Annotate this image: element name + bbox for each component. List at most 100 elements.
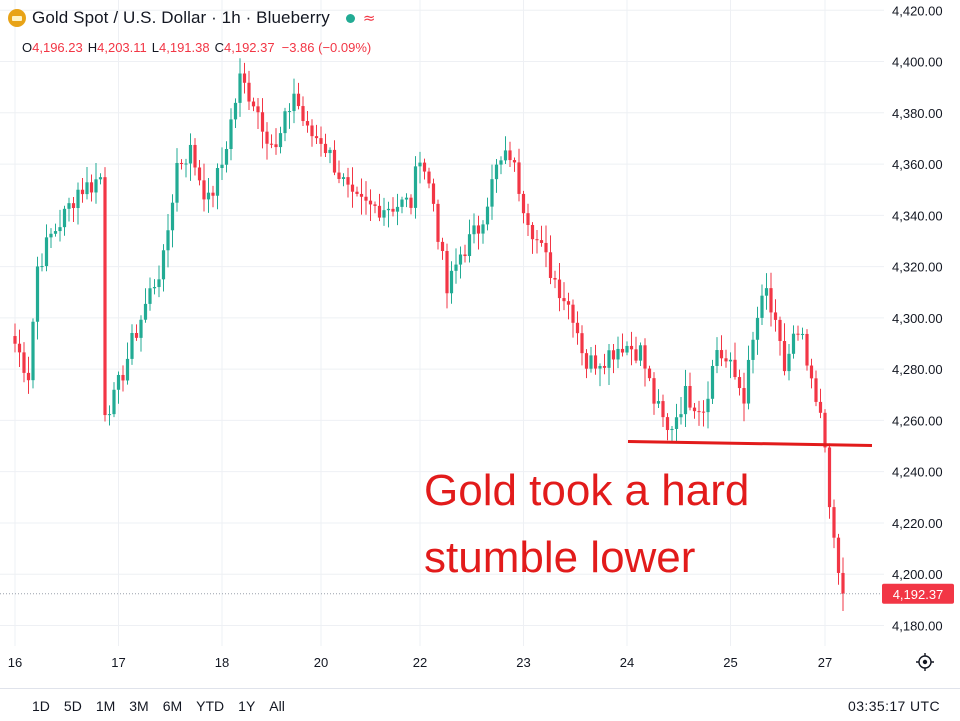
candle-body: [350, 184, 355, 192]
candle: [697, 400, 701, 426]
timeframe-6m-button[interactable]: 6M: [162, 698, 183, 714]
candle: [701, 400, 706, 427]
candle-body: [787, 353, 791, 372]
timeframe-1y-button[interactable]: 1Y: [238, 698, 256, 714]
candle-body: [670, 428, 674, 431]
candle-body: [841, 572, 845, 594]
candle-body: [715, 350, 719, 366]
candle-body: [634, 349, 638, 361]
candle: [107, 405, 112, 426]
candle-body: [409, 197, 413, 208]
candle: [22, 342, 26, 383]
time-tick-label: 22: [413, 655, 427, 670]
candle-body: [368, 200, 373, 205]
candle: [337, 160, 341, 184]
symbol-title[interactable]: Gold Spot / U.S. Dollar · 1h · Blueberry: [32, 8, 330, 27]
candle: [260, 98, 265, 149]
candle-body: [386, 208, 391, 211]
price-axis[interactable]: 4,180.00 4,200.00 4,220.00 4,240.00 4,260.00…: [892, 3, 943, 633]
candle-body: [80, 189, 85, 195]
close-value: 4,192.37: [224, 40, 275, 55]
candle: [197, 159, 202, 186]
candle: [382, 197, 386, 226]
candle-body: [485, 206, 490, 225]
candle: [557, 263, 562, 312]
candle-body: [143, 303, 148, 320]
candle-body: [94, 179, 98, 193]
timeframe-ytd-button[interactable]: YTD: [196, 698, 225, 714]
settings-icon[interactable]: [916, 653, 934, 671]
timeframe-1m-button[interactable]: 1M: [95, 698, 116, 714]
candle-body: [679, 414, 683, 418]
high-value: 4,203.11: [97, 40, 147, 55]
candle: [778, 316, 782, 356]
candle: [490, 164, 494, 220]
candle-body: [22, 352, 26, 373]
candle-body: [589, 355, 593, 369]
candle: [751, 331, 755, 374]
candle: [49, 228, 53, 249]
timeframe-5d-button[interactable]: 5D: [63, 698, 82, 714]
candle-body: [548, 252, 553, 278]
candle: [719, 335, 724, 367]
candle: [251, 97, 256, 112]
candle-body: [58, 227, 62, 232]
candle: [688, 372, 692, 411]
candle-body: [332, 149, 337, 173]
candle-body: [53, 231, 58, 234]
candle: [40, 253, 44, 272]
candle-body: [337, 172, 341, 179]
timeframe-1d-button[interactable]: 1D: [32, 698, 50, 714]
candle-body: [769, 288, 773, 313]
candle-body: [229, 119, 233, 150]
candle: [580, 325, 584, 366]
candle-body: [157, 279, 161, 288]
candlestick-series: [13, 58, 845, 612]
timeframe-3m-button[interactable]: 3M: [129, 698, 149, 714]
open-value: 4,196.23: [32, 40, 83, 55]
candle: [665, 413, 670, 441]
time-axis[interactable]: 16 17 18 20 22 23 24 25 27: [8, 655, 832, 670]
candle: [211, 185, 215, 208]
candle-body: [13, 336, 17, 344]
candle: [832, 499, 836, 549]
grid-lines: [0, 0, 884, 646]
open-label: O: [22, 40, 33, 55]
candle-body: [211, 192, 215, 196]
toolbar-divider: [0, 688, 960, 689]
candle-body: [260, 112, 265, 132]
candle: [661, 394, 665, 427]
candle: [782, 323, 787, 376]
candle-body: [112, 389, 116, 415]
candle-body: [620, 348, 625, 353]
timeframe-all-button[interactable]: All: [269, 698, 285, 714]
candle-body: [292, 93, 296, 112]
candle: [539, 225, 544, 247]
candle-body: [494, 164, 499, 180]
candle: [229, 108, 233, 161]
candle-body: [445, 251, 449, 294]
candle: [130, 324, 134, 365]
candle-body: [535, 239, 539, 241]
candle: [76, 182, 80, 225]
candle: [715, 337, 719, 374]
candle: [220, 147, 224, 180]
candle: [301, 96, 305, 127]
support-line: [627, 439, 873, 447]
approx-data-icon[interactable]: ≈: [362, 9, 376, 27]
candle: [737, 369, 742, 396]
candle-body: [643, 345, 647, 369]
candle-body: [463, 254, 467, 257]
price-tag-value: 4,192.37: [893, 587, 944, 602]
candle-body: [557, 279, 562, 299]
candle-body: [139, 319, 143, 338]
candle-body: [238, 73, 242, 103]
candle-body: [116, 374, 121, 390]
candle-body: [719, 350, 724, 359]
price-tag-background: [882, 583, 954, 604]
utc-clock[interactable]: 03:35:17 UTC: [848, 698, 940, 714]
candle-body: [710, 365, 715, 399]
candle: [575, 311, 580, 345]
candle-body: [638, 345, 643, 361]
